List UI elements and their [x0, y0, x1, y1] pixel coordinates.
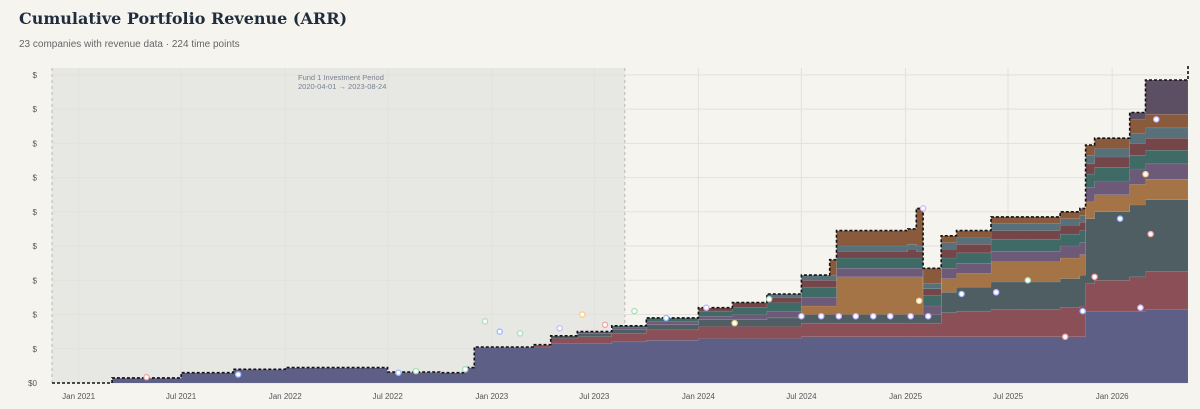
event-marker[interactable] — [1116, 215, 1124, 222]
event-marker[interactable] — [1153, 116, 1160, 123]
event-marker[interactable] — [924, 312, 932, 320]
event-marker[interactable] — [1137, 304, 1144, 311]
event-marker[interactable] — [143, 373, 150, 381]
x-tick-label: Jul 2022 — [373, 392, 404, 401]
event-marker[interactable] — [1061, 333, 1069, 341]
y-tick-label: $ — [33, 174, 38, 183]
y-tick-label: $ — [33, 71, 38, 80]
event-marker[interactable] — [516, 330, 524, 337]
chart-subtitle: 23 companies with revenue data · 224 tim… — [19, 39, 240, 50]
event-marker[interactable] — [395, 369, 402, 376]
annotation-range: 2020-04-01 → 2023-08-24 — [298, 82, 386, 91]
x-tick-label: Jan 2022 — [269, 392, 302, 401]
event-marker[interactable] — [556, 324, 563, 332]
x-tick-label: Jul 2025 — [993, 392, 1024, 401]
event-marker[interactable] — [1091, 273, 1098, 281]
event-marker[interactable] — [887, 312, 894, 320]
event-marker[interactable] — [601, 321, 609, 329]
x-tick-label: Jul 2023 — [579, 392, 610, 401]
event-marker[interactable] — [412, 367, 420, 375]
event-marker[interactable] — [1024, 277, 1032, 284]
event-marker[interactable] — [631, 307, 638, 315]
y-tick-label: $ — [33, 345, 38, 354]
y-tick-label: $ — [33, 242, 38, 251]
event-marker[interactable] — [481, 318, 489, 325]
y-tick-label: $ — [33, 208, 38, 217]
event-marker[interactable] — [1147, 230, 1154, 238]
event-marker[interactable] — [461, 366, 469, 373]
x-tick-label: Jan 2025 — [889, 392, 922, 401]
event-marker[interactable] — [907, 312, 914, 320]
event-marker[interactable] — [835, 312, 843, 320]
event-marker[interactable] — [1142, 170, 1149, 178]
event-marker[interactable] — [1079, 307, 1086, 315]
annotation-label: Fund 1 Investment Period — [298, 73, 384, 82]
event-marker[interactable] — [915, 297, 923, 305]
y-tick-label: $ — [33, 311, 38, 320]
x-tick-label: Jan 2023 — [475, 392, 508, 401]
event-marker[interactable] — [870, 312, 877, 320]
y-tick-label: $ — [33, 276, 38, 285]
series-area-9 — [52, 64, 1189, 384]
y-tick-label: $0 — [28, 379, 37, 388]
event-marker[interactable] — [234, 371, 242, 378]
event-marker[interactable] — [992, 289, 1000, 296]
x-tick-label: Jul 2021 — [166, 392, 197, 401]
y-tick-label: $ — [33, 105, 38, 114]
event-marker[interactable] — [919, 205, 927, 212]
total-outline — [52, 64, 1189, 384]
event-marker[interactable] — [731, 319, 738, 327]
event-marker[interactable] — [798, 312, 805, 320]
x-tick-label: Jan 2024 — [682, 392, 715, 401]
x-tick-label: Jan 2026 — [1096, 392, 1129, 401]
event-marker[interactable] — [852, 312, 859, 320]
x-tick-label: Jan 2021 — [62, 392, 95, 401]
event-marker[interactable] — [817, 312, 825, 320]
x-tick-label: Jul 2024 — [786, 392, 817, 401]
event-marker[interactable] — [765, 295, 773, 303]
event-marker[interactable] — [662, 314, 670, 322]
event-marker[interactable] — [958, 290, 965, 298]
event-marker[interactable] — [579, 311, 586, 318]
chart-title: Cumulative Portfolio Revenue (ARR) — [19, 9, 348, 28]
y-tick-label: $ — [33, 139, 38, 148]
event-marker[interactable] — [703, 304, 710, 311]
event-marker[interactable] — [496, 328, 503, 335]
series-area-8 — [52, 102, 1189, 384]
investment-period-shade — [52, 68, 625, 383]
